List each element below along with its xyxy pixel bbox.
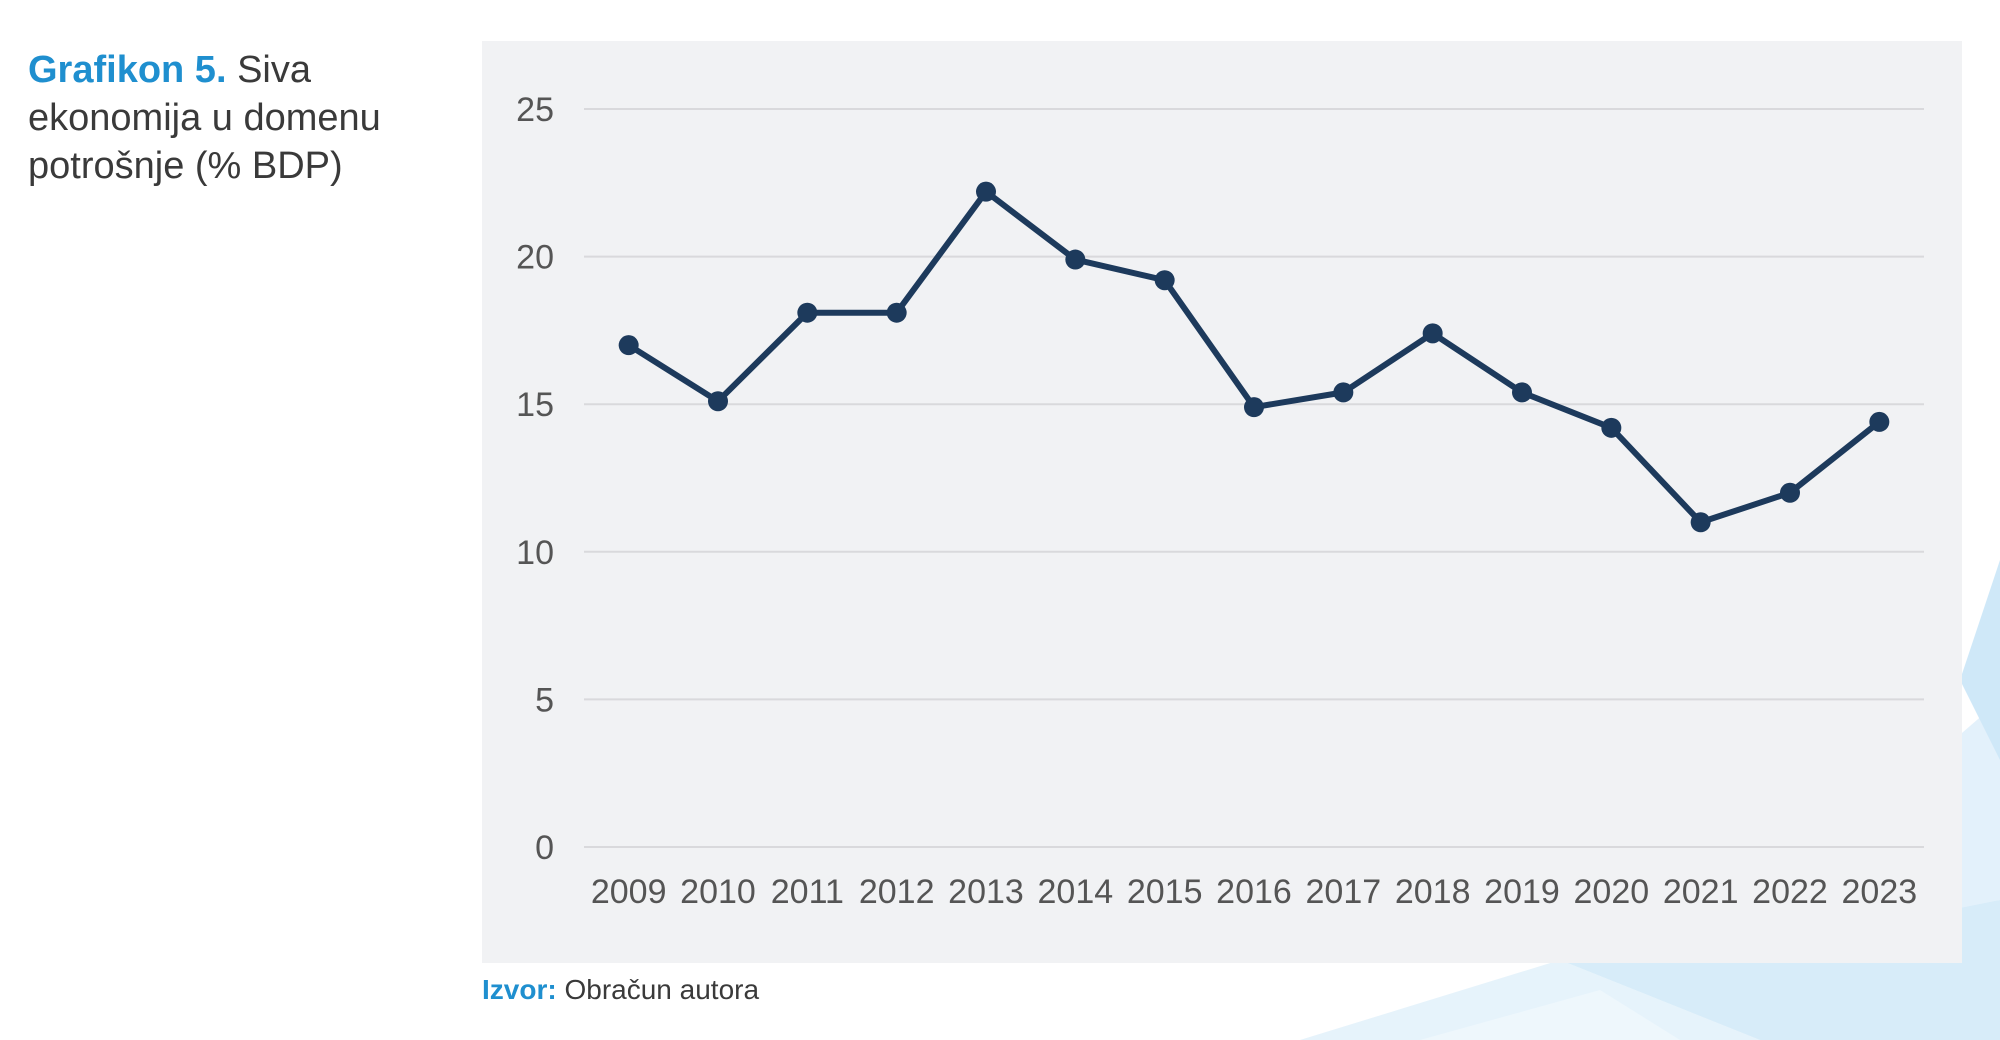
series-line-layer: [627, 188, 1882, 526]
source-note: Izvor: Obračun autora: [482, 974, 759, 1006]
grid-layer: [584, 108, 1924, 848]
series-line: [627, 188, 1882, 526]
data-point-2022: [1780, 482, 1800, 503]
data-point-2013: [976, 181, 996, 202]
data-point-2018: [1422, 323, 1443, 344]
x-tick-label: 2019: [1484, 873, 1560, 911]
x-tick-label: 2011: [771, 873, 844, 911]
data-point-2009: [618, 335, 639, 356]
chart-panel: 0 5 10 15 20 25 2009 2010 2011 2012 2013 2014 2015 2…: [482, 41, 1962, 963]
y-tick-label: 10: [516, 534, 554, 572]
data-point-2012: [886, 302, 907, 323]
data-point-2015: [1154, 270, 1175, 291]
x-tick-label: 2021: [1663, 873, 1739, 911]
caption-label: Grafikon 5.: [28, 49, 227, 91]
x-tick-label: 2015: [1127, 873, 1203, 911]
x-tick-label: 2012: [859, 873, 935, 911]
x-tick-label: 2014: [1038, 873, 1114, 911]
x-tick-label: 2020: [1574, 873, 1650, 911]
x-tick-label: 2009: [591, 873, 667, 911]
x-tick-label: 2013: [948, 873, 1024, 911]
x-tick-label: 2010: [680, 873, 756, 911]
data-point-2011: [797, 302, 818, 323]
source-label: Izvor:: [482, 974, 557, 1005]
source-text: Obračun autora: [564, 974, 760, 1005]
x-tick-label: 2022: [1752, 873, 1828, 911]
y-tick-label: 20: [516, 239, 554, 277]
x-tick-labels: 2009 2010 2011 2012 2013 2014 2015 2016 2017 2018…: [591, 873, 1917, 911]
y-tick-label: 25: [516, 91, 554, 129]
data-point-2019: [1512, 382, 1532, 403]
y-tick-label: 5: [535, 681, 554, 719]
x-tick-label: 2016: [1216, 873, 1292, 911]
data-points-layer: [618, 181, 1890, 533]
caption-text: Siva ekonomija u domenu potrošnje (% BDP…: [28, 49, 381, 187]
data-point-2021: [1690, 512, 1711, 533]
x-tick-label: 2023: [1842, 873, 1918, 911]
data-point-2016: [1244, 397, 1264, 418]
data-point-2020: [1601, 417, 1622, 438]
data-point-2010: [708, 391, 728, 412]
data-point-2014: [1065, 249, 1086, 270]
x-tick-label: 2017: [1306, 873, 1382, 911]
chart-caption: Grafikon 5. Siva ekonomija u domenu potr…: [28, 46, 428, 190]
y-tick-label: 15: [516, 386, 554, 424]
y-tick-labels: 0 5 10 15 20 25: [516, 91, 554, 867]
y-tick-label: 0: [535, 829, 554, 867]
x-tick-label: 2018: [1395, 873, 1471, 911]
data-point-2023: [1869, 411, 1890, 432]
data-point-2017: [1333, 382, 1354, 403]
